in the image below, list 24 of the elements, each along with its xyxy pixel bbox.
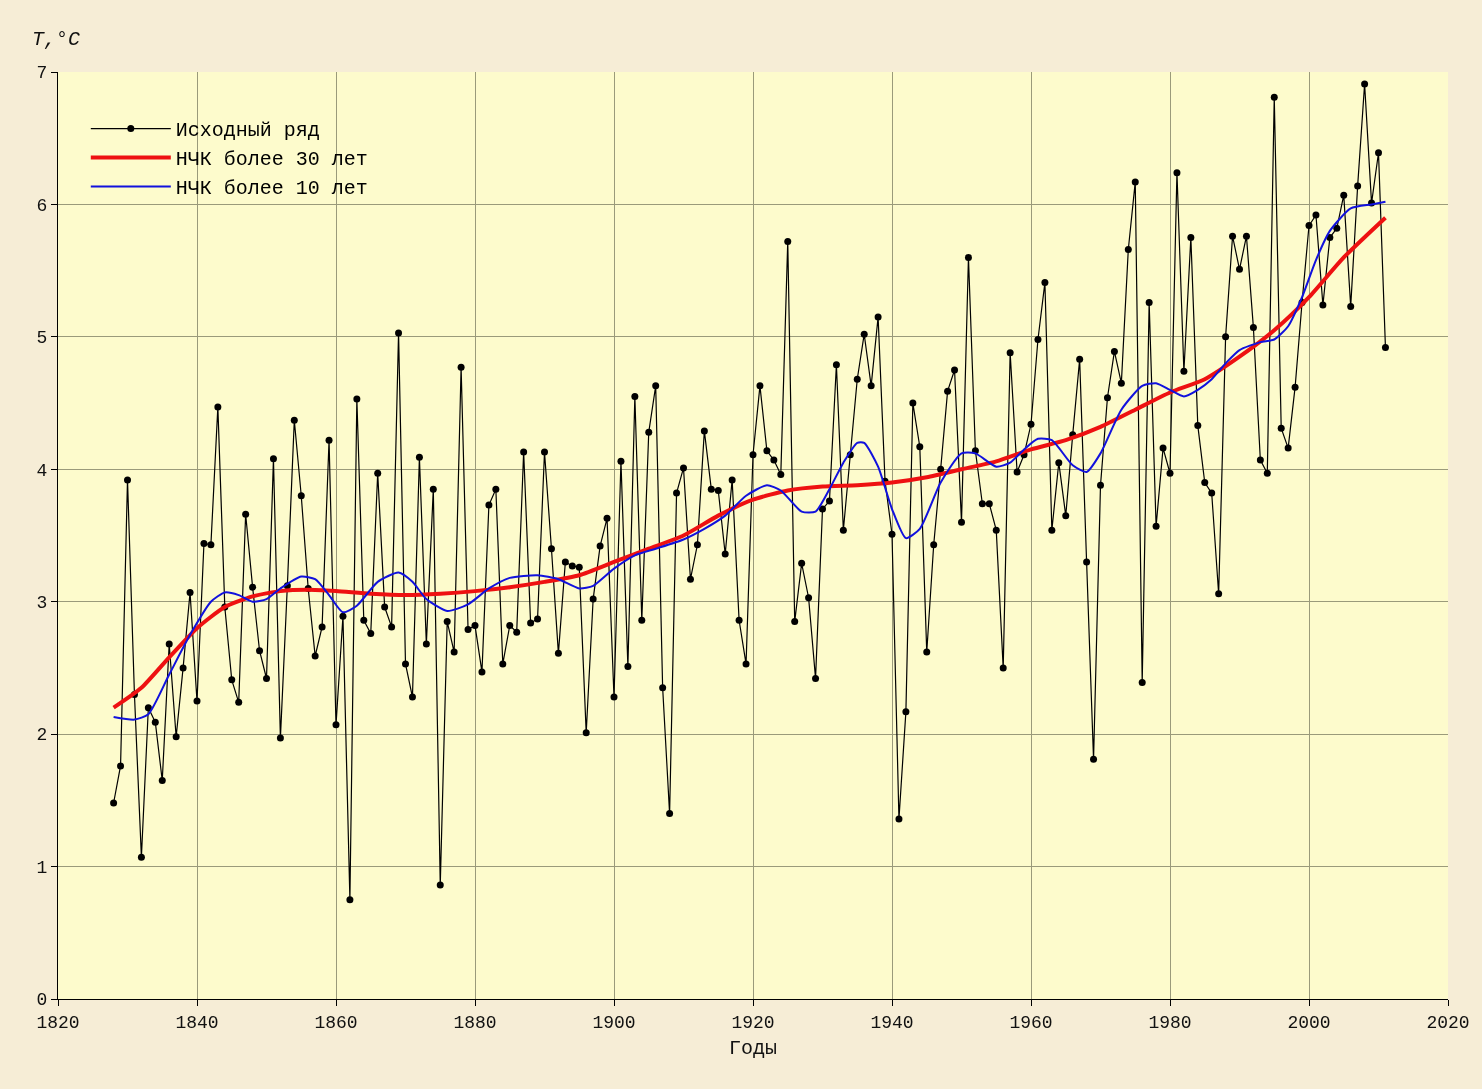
y-tick-label: 1 <box>36 857 48 878</box>
x-tick-label: 2020 <box>1426 1012 1470 1033</box>
x-tick-label: 1820 <box>36 1012 80 1033</box>
y-axis-title: T,°C <box>32 28 81 51</box>
x-tick-label: 1980 <box>1148 1012 1192 1033</box>
x-tick-label: 1860 <box>314 1012 358 1033</box>
y-tick-label: 7 <box>36 63 48 84</box>
x-tick-label: 1920 <box>731 1012 775 1033</box>
legend-label: НЧК более 10 лет <box>175 177 368 201</box>
y-tick-label: 4 <box>36 460 48 481</box>
y-tick-label: 2 <box>36 725 48 746</box>
x-tick-label: 1840 <box>175 1012 219 1033</box>
x-axis-title: Годы <box>728 1037 778 1061</box>
x-tick-label: 2000 <box>1287 1012 1331 1033</box>
y-tick-label: 6 <box>36 195 48 216</box>
y-tick-label: 0 <box>36 990 48 1011</box>
y-tick-label: 3 <box>36 593 48 614</box>
legend-label: Исходный ряд <box>175 119 320 143</box>
x-tick-label: 1960 <box>1009 1012 1053 1033</box>
x-tick-label: 1880 <box>453 1012 497 1033</box>
y-tick-label: 5 <box>36 328 48 349</box>
x-tick-label: 1900 <box>592 1012 636 1033</box>
legend-label: НЧК более 30 лет <box>175 148 368 172</box>
x-tick-label: 1940 <box>870 1012 914 1033</box>
